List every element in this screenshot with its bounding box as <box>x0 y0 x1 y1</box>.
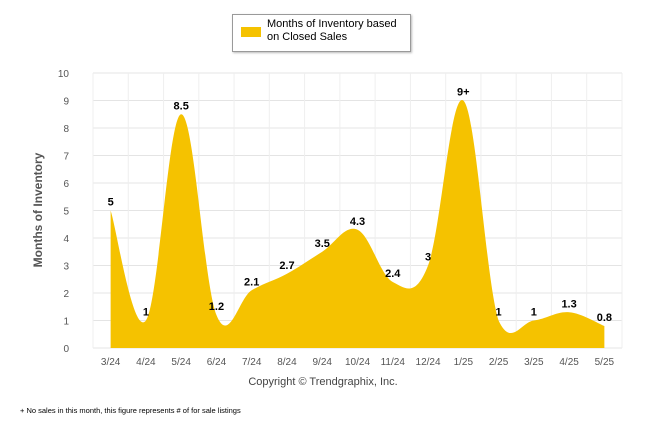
x-tick-label: 5/25 <box>595 357 615 368</box>
data-label: 3.5 <box>315 238 330 250</box>
data-label: 1 <box>496 307 502 319</box>
y-axis-label: Months of Inventory <box>31 152 45 267</box>
data-label: 2.1 <box>244 276 259 288</box>
y-tick-label: 0 <box>63 344 69 355</box>
x-tick-labels: 3/24 4/24 5/24 6/24 7/24 8/24 9/24 10/24 11/24 12… <box>101 357 615 368</box>
data-label: 5 <box>108 197 114 209</box>
data-label: 4.3 <box>350 216 365 228</box>
y-tick-labels: 0 1 2 3 4 5 6 7 8 9 10 <box>58 69 70 355</box>
data-label: 3 <box>425 252 431 264</box>
x-tick-label: 12/24 <box>416 357 441 368</box>
x-tick-label: 6/24 <box>207 357 227 368</box>
y-tick-label: 2 <box>63 289 69 300</box>
data-label: 0.8 <box>597 312 612 324</box>
data-label: 1 <box>143 307 149 319</box>
data-label: 1.2 <box>209 301 224 313</box>
data-label: 2.4 <box>385 268 401 280</box>
x-tick-label: 3/25 <box>524 357 544 368</box>
y-tick-label: 4 <box>63 234 69 245</box>
y-tick-label: 10 <box>58 69 70 80</box>
x-tick-label: 10/24 <box>345 357 370 368</box>
data-label: 1.3 <box>561 298 576 310</box>
x-tick-label: 7/24 <box>242 357 262 368</box>
footnote: + No sales in this month, this figure re… <box>20 406 241 415</box>
data-label: 9+ <box>457 87 470 99</box>
data-label: 8.5 <box>174 100 189 112</box>
x-tick-label: 2/25 <box>489 357 509 368</box>
copyright-text: Copyright © Trendgraphix, Inc. <box>248 376 398 388</box>
y-tick-label: 6 <box>63 179 69 190</box>
legend-swatch <box>241 27 261 37</box>
x-tick-label: 8/24 <box>277 357 297 368</box>
x-tick-label: 3/24 <box>101 357 121 368</box>
y-tick-label: 3 <box>63 262 69 273</box>
x-tick-label: 11/24 <box>381 357 406 368</box>
y-tick-label: 7 <box>63 152 69 163</box>
legend: Months of Inventory based on Closed Sale… <box>232 14 411 52</box>
y-tick-label: 8 <box>63 124 69 135</box>
data-label: 2.7 <box>279 260 294 272</box>
legend-label: Months of Inventory based on Closed Sale… <box>267 18 397 43</box>
data-labels: 5 1 8.5 1.2 2.1 2.7 3.5 4.3 2.4 3 9+ 1 1 1.3 0.8 <box>108 87 612 325</box>
y-tick-label: 5 <box>63 207 69 218</box>
series-area <box>110 100 605 348</box>
y-tick-label: 9 <box>63 97 69 108</box>
data-label: 1 <box>531 307 537 319</box>
x-tick-label: 5/24 <box>171 357 191 368</box>
x-tick-label: 1/25 <box>454 357 474 368</box>
y-tick-label: 1 <box>63 317 69 328</box>
x-tick-label: 9/24 <box>312 357 332 368</box>
x-tick-label: 4/24 <box>136 357 156 368</box>
x-tick-label: 4/25 <box>559 357 579 368</box>
